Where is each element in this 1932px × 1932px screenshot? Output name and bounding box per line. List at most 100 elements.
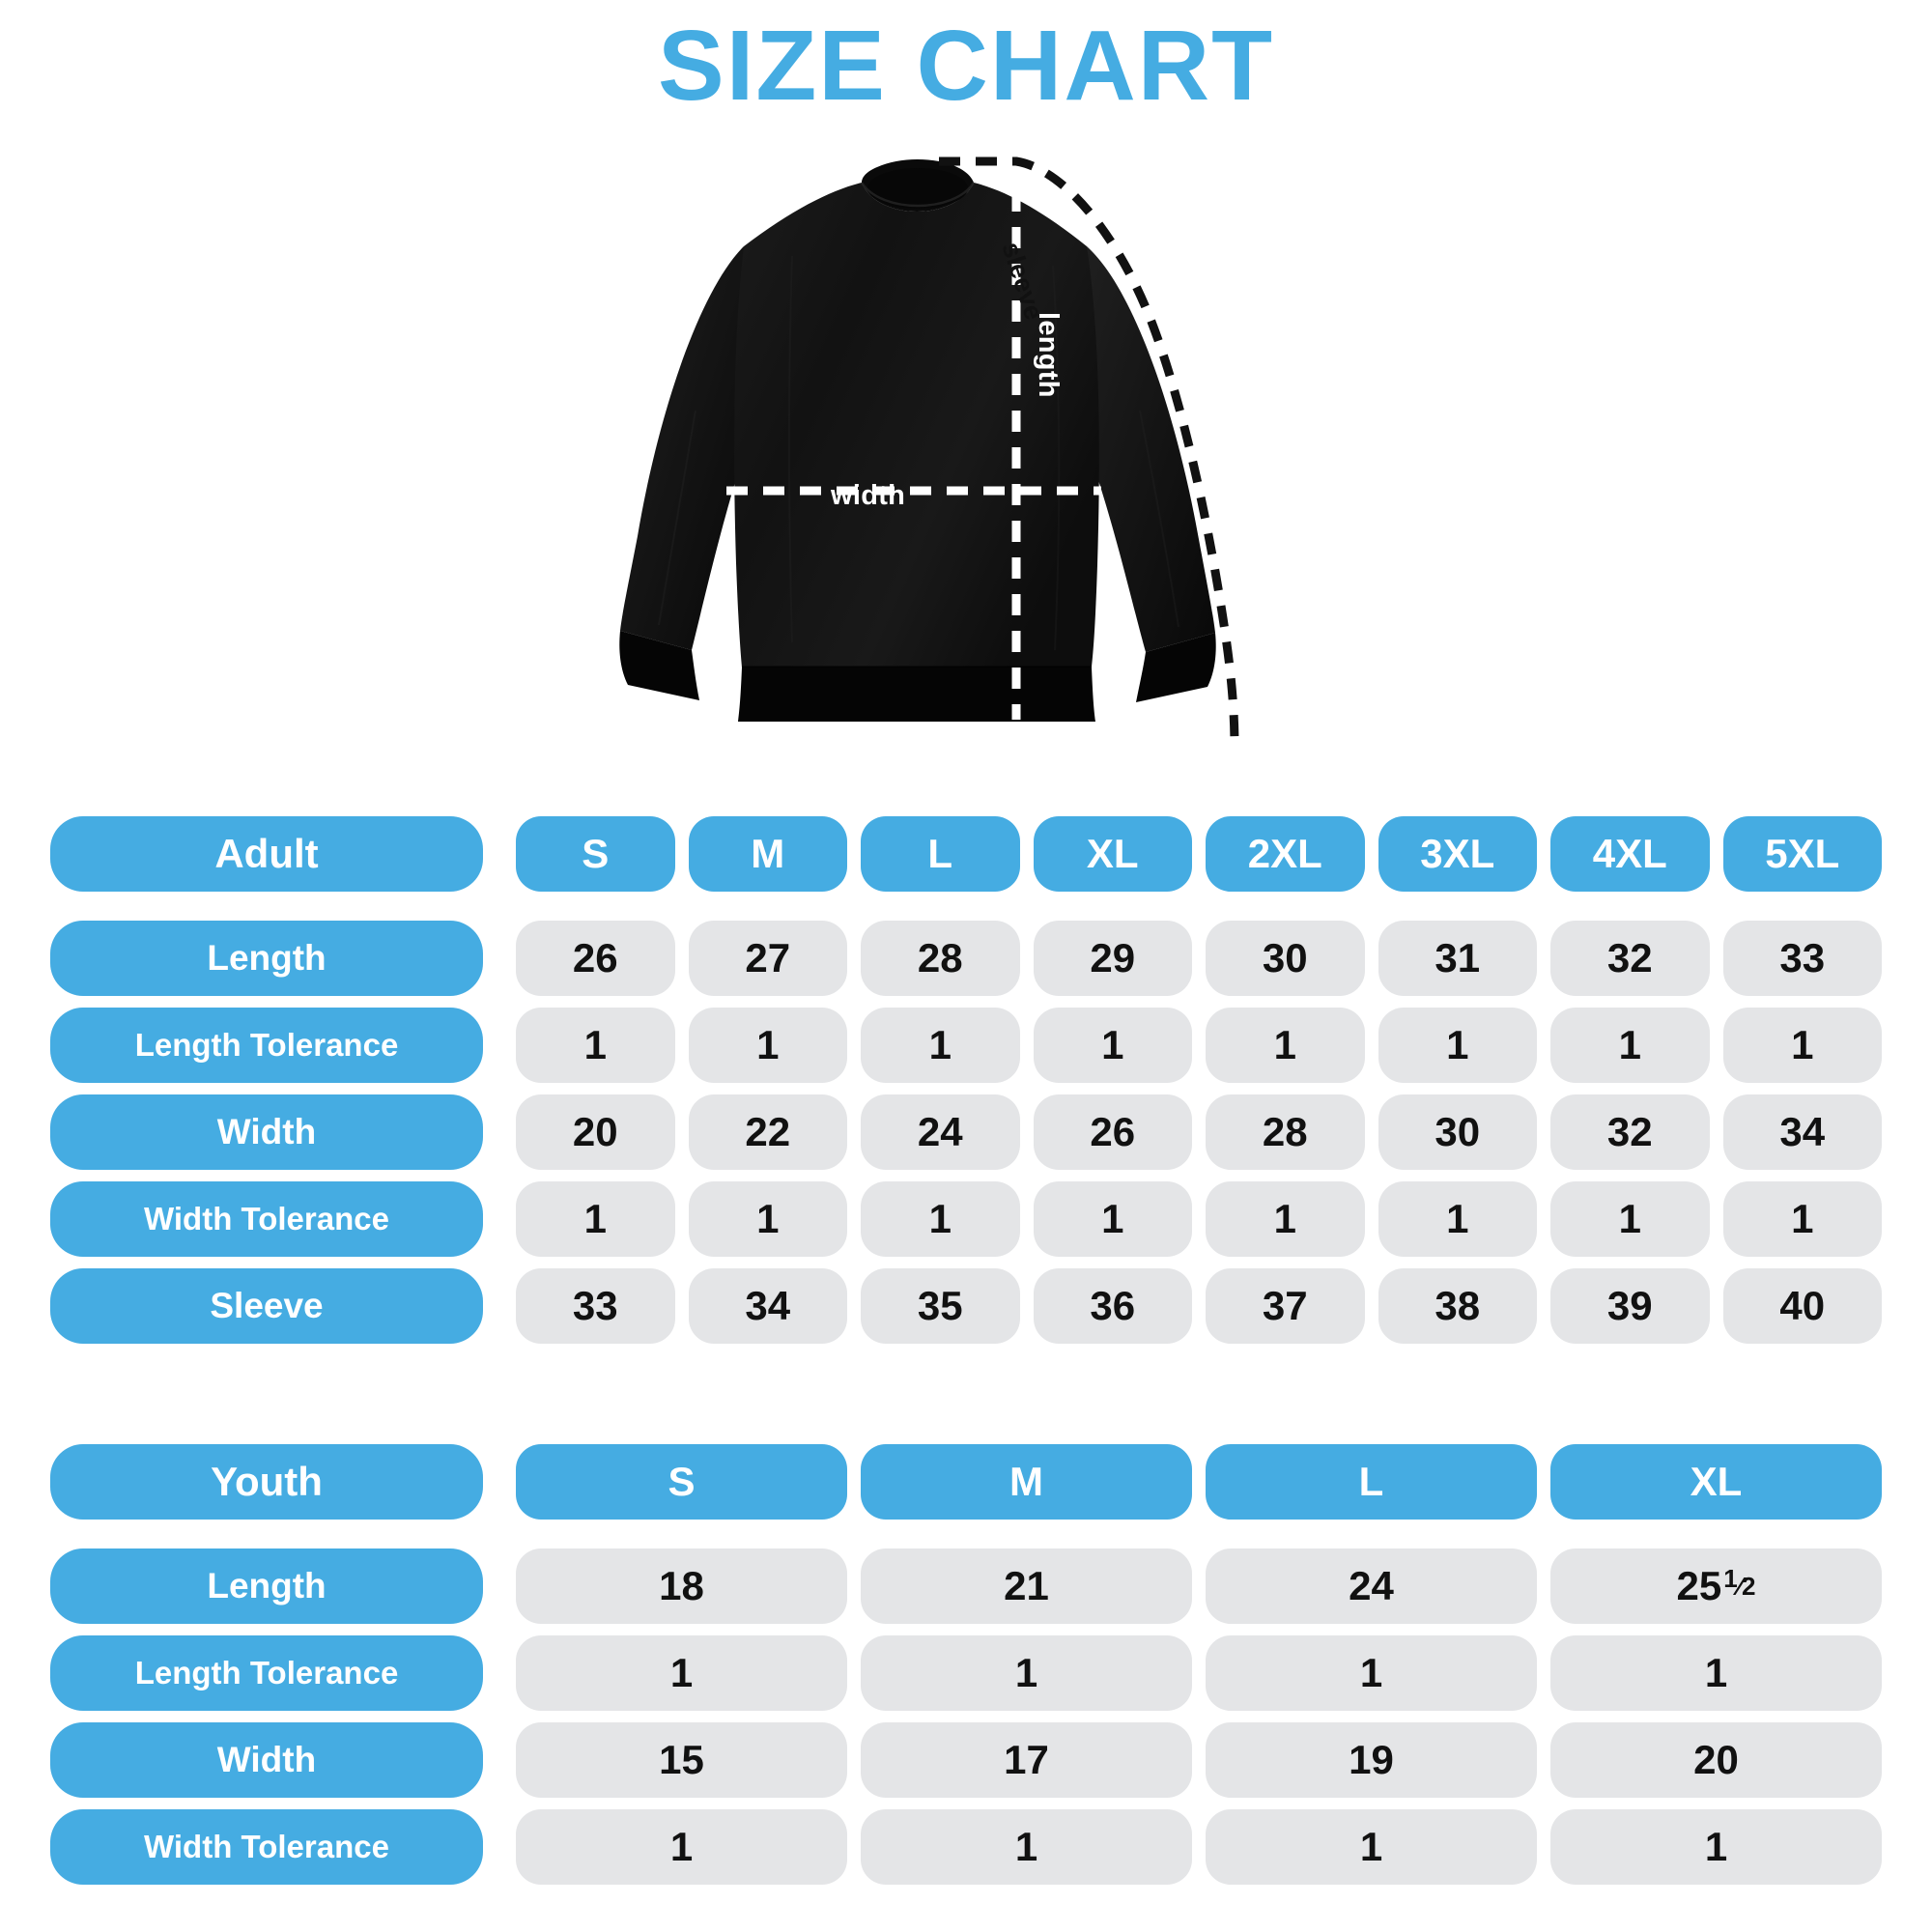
youth-row-label: Length Tolerance [50,1635,483,1711]
adult-row-label: Sleeve [50,1268,483,1344]
table-row: Width Tolerance 1 1 1 1 [0,1809,1932,1885]
width-label: width [831,480,906,511]
adult-corner-label: Adult [50,816,483,892]
adult-column-header[interactable]: M [688,816,847,892]
adult-size-table: Adult S M L XL 2XL 3XL 4XL 5XL Length 26 27 28 29 30 31… [0,816,1932,1355]
adult-row-cells: 33 34 35 36 37 38 39 40 [516,1268,1882,1344]
youth-row-label: Width Tolerance [50,1809,483,1885]
measurement-cell: 17 [861,1722,1192,1798]
measurement-cell: 1 [861,1809,1192,1885]
youth-size-table: Youth S M L XL Length 18 21 24 25 1⁄2 Length Tolera… [0,1444,1932,1896]
adult-column-header[interactable]: 5XL [1722,816,1882,892]
adult-column-header[interactable]: XL [1033,816,1192,892]
measurement-cell: 1 [1550,1008,1710,1083]
measurement-cell: 28 [1206,1094,1365,1170]
youth-column-header[interactable]: L [1206,1444,1537,1520]
sweatshirt-graphic [619,156,1239,750]
youth-row-cells: 15 17 19 20 [516,1722,1882,1798]
measurement-cell: 36 [1033,1268,1192,1344]
youth-corner-label: Youth [50,1444,483,1520]
adult-row-label: Width Tolerance [50,1181,483,1257]
measurement-cell: 1 [1206,1008,1365,1083]
table-row: Width Tolerance 1 1 1 1 1 1 1 1 [0,1181,1932,1257]
measurement-cell: 1 [861,1635,1192,1711]
measurement-cell: 32 [1550,1094,1710,1170]
table-row: Length 18 21 24 25 1⁄2 [0,1548,1932,1624]
measurement-cell: 30 [1378,1094,1537,1170]
measurement-cell: 32 [1550,921,1710,996]
youth-header-cells: S M L XL [516,1444,1882,1520]
youth-column-header[interactable]: S [516,1444,847,1520]
measurement-cell: 1 [516,1809,847,1885]
measurement-cell: 39 [1550,1268,1710,1344]
measurement-cell: 24 [1206,1548,1537,1624]
measurement-cell: 24 [861,1094,1020,1170]
adult-column-header[interactable]: S [516,816,675,892]
measurement-cell: 40 [1722,1268,1882,1344]
page-title: SIZE CHART [658,10,1274,121]
measurement-cell: 1 [861,1008,1020,1083]
table-row: Width 15 17 19 20 [0,1722,1932,1798]
measurement-cell: 30 [1206,921,1365,996]
adult-row-cells: 20 22 24 26 28 30 32 34 [516,1094,1882,1170]
adult-row-label: Length [50,921,483,996]
measurement-cell: 20 [1550,1722,1882,1798]
measurement-cell: 38 [1378,1268,1537,1344]
measurement-cell: 34 [688,1268,847,1344]
table-row: Width 20 22 24 26 28 30 32 34 [0,1094,1932,1170]
adult-column-header[interactable]: L [861,816,1020,892]
measurement-cell: 1 [1550,1181,1710,1257]
measurement-cell: 1 [688,1008,847,1083]
measurement-cell: 1 [516,1008,675,1083]
adult-column-header[interactable]: 2XL [1206,816,1365,892]
measurement-cell: 20 [516,1094,675,1170]
measurement-cell: 1 [1206,1809,1537,1885]
measurement-cell: 1 [1033,1008,1192,1083]
measurement-cell: 26 [1033,1094,1192,1170]
adult-column-header[interactable]: 4XL [1550,816,1710,892]
youth-header-row: Youth S M L XL [0,1444,1932,1520]
measurement-cell: 31 [1378,921,1537,996]
adult-row-label: Width [50,1094,483,1170]
measurement-cell: 1 [1550,1809,1882,1885]
youth-row-label: Length [50,1548,483,1624]
measurement-cell: 35 [861,1268,1020,1344]
youth-column-header[interactable]: XL [1550,1444,1882,1520]
measurement-cell: 1 [1378,1181,1537,1257]
measurement-cell: 1 [1378,1008,1537,1083]
measurement-cell: 26 [516,921,675,996]
measurement-cell: 19 [1206,1722,1537,1798]
measurement-cell: 33 [1722,921,1882,996]
measurement-cell: 25 1⁄2 [1550,1548,1882,1624]
measurement-cell: 22 [688,1094,847,1170]
measurement-cell: 28 [861,921,1020,996]
measurement-cell: 15 [516,1722,847,1798]
measurement-cell: 1 [1206,1181,1365,1257]
measurement-cell: 1 [1722,1181,1882,1257]
measurement-cell: 1 [861,1181,1020,1257]
youth-column-header[interactable]: M [861,1444,1192,1520]
adult-row-label: Length Tolerance [50,1008,483,1083]
measurement-cell: 37 [1206,1268,1365,1344]
measurement-cell: 29 [1033,921,1192,996]
adult-header-spacer [0,903,1932,921]
sleeve-guide-line [939,156,1239,750]
youth-row-cells: 18 21 24 25 1⁄2 [516,1548,1882,1624]
adult-header-row: Adult S M L XL 2XL 3XL 4XL 5XL [0,816,1932,892]
table-row: Length Tolerance 1 1 1 1 [0,1635,1932,1711]
measurement-cell: 18 [516,1548,847,1624]
table-row: Length 26 27 28 29 30 31 32 33 [0,921,1932,996]
measurement-cell: 34 [1722,1094,1882,1170]
adult-column-header[interactable]: 3XL [1378,816,1537,892]
garment-illustration: width length sleeve [599,121,1333,797]
measurement-cell: 1 [688,1181,847,1257]
measurement-cell: 33 [516,1268,675,1344]
table-row: Sleeve 33 34 35 36 37 38 39 40 [0,1268,1932,1344]
adult-header-cells: S M L XL 2XL 3XL 4XL 5XL [516,816,1882,892]
measurement-cell: 1 [1206,1635,1537,1711]
